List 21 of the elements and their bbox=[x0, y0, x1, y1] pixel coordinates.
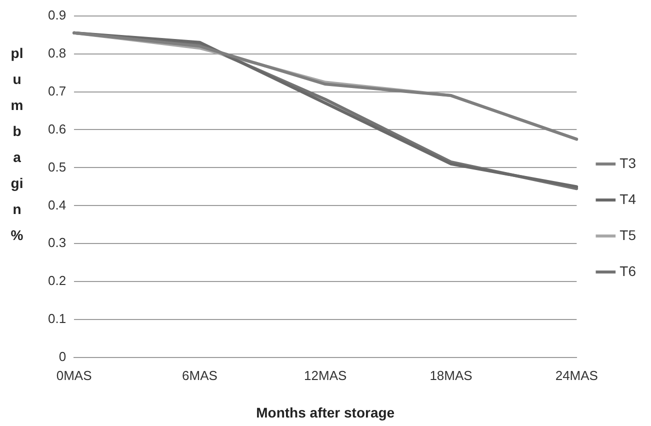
legend-label: T3 bbox=[620, 154, 636, 171]
legend-label: T6 bbox=[620, 262, 636, 279]
x-tick-label: 6MAS bbox=[182, 368, 218, 383]
y-tick-label: 0.9 bbox=[48, 7, 66, 22]
y-tick-label: 0.5 bbox=[48, 159, 66, 174]
y-tick-label: 0.6 bbox=[48, 121, 66, 136]
x-axis-title: Months after storage bbox=[256, 404, 395, 420]
y-axis-title: plumbagin % bbox=[10, 44, 24, 245]
y-tick-label: 0.2 bbox=[48, 273, 66, 288]
y-tick-label: 0 bbox=[58, 349, 66, 364]
x-tick-label: 12MAS bbox=[304, 368, 348, 383]
x-tick-label: 24MAS bbox=[555, 368, 598, 383]
y-tick-label: 0.3 bbox=[48, 235, 66, 250]
y-tick-label: 0.7 bbox=[48, 83, 66, 98]
y-tick-label: 0.1 bbox=[48, 311, 66, 326]
legend-label: T4 bbox=[620, 190, 636, 207]
y-tick-label: 0.8 bbox=[48, 45, 66, 60]
x-tick-label: 0MAS bbox=[56, 368, 92, 383]
x-tick-label: 18MAS bbox=[430, 368, 473, 383]
y-tick-label: 0.4 bbox=[48, 197, 66, 212]
legend-label: T5 bbox=[620, 226, 636, 243]
